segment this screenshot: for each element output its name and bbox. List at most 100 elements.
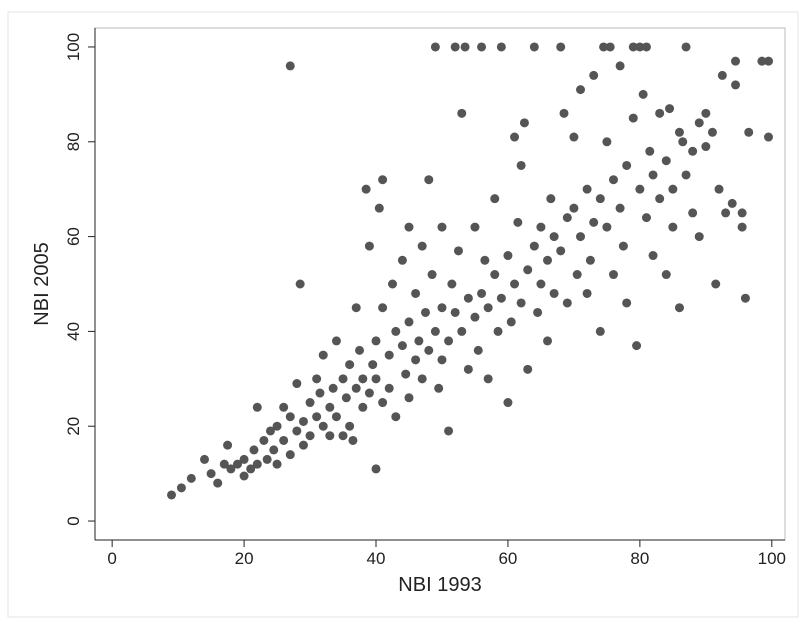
point [556, 246, 566, 256]
point [480, 255, 490, 265]
point [404, 393, 414, 403]
y-tick-label: 60 [64, 227, 83, 246]
point [397, 255, 407, 265]
point [655, 108, 665, 118]
point [285, 412, 295, 422]
point [252, 402, 262, 412]
point [388, 279, 398, 289]
point [595, 194, 605, 204]
point [569, 132, 579, 142]
point [506, 317, 516, 327]
point [536, 222, 546, 232]
point [279, 435, 289, 445]
point [622, 160, 632, 170]
point [328, 383, 338, 393]
point [348, 435, 358, 445]
point [661, 156, 671, 166]
point [665, 104, 675, 114]
point [523, 364, 533, 374]
point [239, 471, 249, 481]
point [186, 473, 196, 483]
point [483, 303, 493, 313]
point [516, 160, 526, 170]
point [444, 426, 454, 436]
point [325, 402, 335, 412]
point [249, 445, 259, 455]
point [219, 459, 229, 469]
x-tick-label: 0 [107, 549, 116, 568]
point [338, 431, 348, 441]
point [312, 374, 322, 384]
point [737, 222, 747, 232]
y-tick-label: 80 [64, 132, 83, 151]
point [470, 222, 480, 232]
point [681, 42, 691, 52]
point [292, 426, 302, 436]
point [338, 374, 348, 384]
point [318, 350, 328, 360]
point [368, 360, 378, 370]
point [427, 270, 437, 280]
point [371, 464, 381, 474]
point [226, 464, 236, 474]
x-tick-label: 20 [235, 549, 254, 568]
point [589, 70, 599, 80]
point [707, 127, 717, 137]
point [279, 402, 289, 412]
point [628, 113, 638, 123]
point [477, 42, 487, 52]
point [420, 307, 430, 317]
point [364, 388, 374, 398]
point [272, 459, 282, 469]
point [585, 255, 595, 265]
point [668, 222, 678, 232]
point [731, 80, 741, 90]
point [668, 184, 678, 194]
point [401, 369, 411, 379]
point [378, 303, 388, 313]
point [589, 217, 599, 227]
point [404, 317, 414, 327]
point [318, 421, 328, 431]
point [529, 241, 539, 251]
point [341, 393, 351, 403]
point [764, 132, 774, 142]
point [711, 279, 721, 289]
point [681, 170, 691, 180]
point [496, 293, 506, 303]
point [239, 454, 249, 464]
point [305, 398, 315, 408]
point [510, 279, 520, 289]
point [628, 42, 638, 52]
point [358, 374, 368, 384]
point [717, 70, 727, 80]
point [694, 232, 704, 242]
point [543, 255, 553, 265]
point [463, 364, 473, 374]
point [572, 270, 582, 280]
point [470, 312, 480, 322]
point [206, 469, 216, 479]
point [721, 208, 731, 218]
point [358, 402, 368, 412]
point [757, 56, 767, 66]
plot-frame [94, 27, 786, 541]
point [434, 383, 444, 393]
y-tick-label: 40 [64, 322, 83, 341]
point [727, 198, 737, 208]
point [744, 127, 754, 137]
point [737, 208, 747, 218]
x-tick-label: 40 [367, 549, 386, 568]
point [648, 251, 658, 261]
point [285, 450, 295, 460]
point [519, 118, 529, 128]
point [674, 127, 684, 137]
point [417, 374, 427, 384]
point [167, 490, 177, 500]
point [397, 341, 407, 351]
point [355, 345, 365, 355]
point [635, 184, 645, 194]
point [351, 303, 361, 313]
point [543, 336, 553, 346]
point [331, 336, 341, 346]
